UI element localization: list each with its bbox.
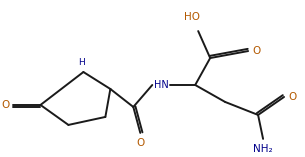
Text: HN: HN [154,80,169,90]
Text: NH₂: NH₂ [253,144,273,154]
Text: O: O [252,46,260,56]
Text: O: O [136,138,145,148]
Text: H: H [78,57,85,67]
Text: HO: HO [184,12,200,22]
Text: O: O [288,92,296,102]
Text: O: O [1,100,9,110]
